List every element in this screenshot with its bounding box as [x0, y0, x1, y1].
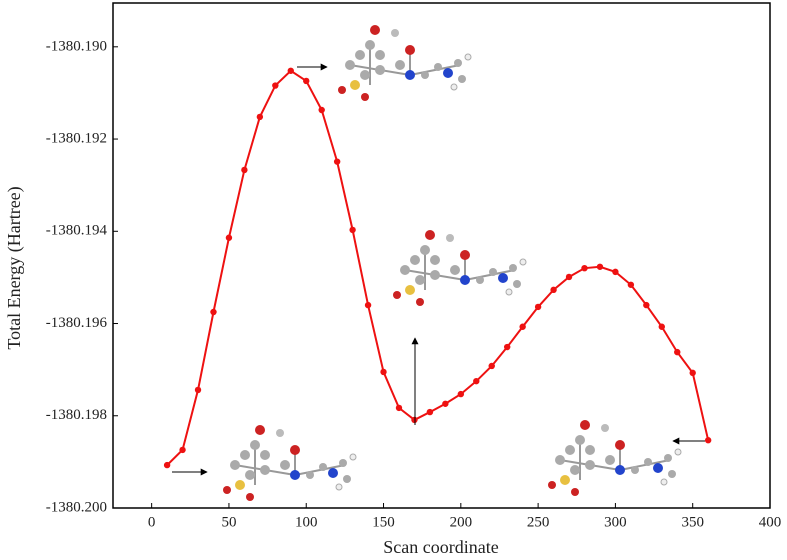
y-tick-label: -1380.192 [46, 130, 107, 146]
point [256, 113, 264, 121]
point [581, 264, 588, 272]
x-tick-label: 350 [681, 514, 704, 530]
point [179, 446, 186, 454]
point [596, 263, 604, 270]
molecule [392, 229, 527, 307]
plot-frame [112, 2, 771, 509]
point [411, 416, 418, 424]
x-tick-label: 200 [450, 514, 473, 530]
point [565, 273, 573, 281]
point [426, 408, 434, 416]
point [442, 400, 449, 407]
point [380, 368, 387, 376]
point [473, 377, 480, 385]
point [704, 437, 712, 444]
point [210, 308, 217, 316]
point [333, 158, 341, 165]
y-tick-label: -1380.200 [46, 499, 107, 515]
x-tick-label: 150 [372, 514, 395, 530]
point [612, 268, 619, 276]
y-axis-title: Total Energy (Hartree) [4, 186, 25, 349]
point [550, 286, 557, 294]
point [287, 67, 294, 74]
point [504, 343, 511, 351]
x-tick-label: 0 [148, 514, 156, 530]
point [241, 166, 248, 174]
y-tick-label: -1380.194 [46, 223, 108, 239]
point [318, 106, 325, 114]
point [303, 77, 310, 85]
molecule [547, 419, 682, 497]
x-tick-label: 100 [295, 514, 318, 530]
point [643, 301, 650, 309]
x-tick-label: 50 [221, 514, 236, 530]
point [488, 362, 495, 370]
point [457, 390, 465, 398]
x-tick-label: 300 [604, 514, 627, 530]
point [194, 386, 202, 394]
point [689, 369, 696, 377]
y-tick-label: -1380.196 [46, 315, 108, 331]
point [349, 226, 356, 234]
x-axis-title: Scan coordinate [383, 537, 498, 557]
point [395, 404, 403, 412]
x-tick-label: 250 [527, 514, 550, 530]
molecule [337, 24, 472, 102]
point [519, 323, 526, 330]
x-tick-label: 400 [759, 514, 782, 530]
y-tick-label: -1380.190 [46, 38, 107, 54]
point [627, 281, 635, 288]
point [272, 82, 279, 89]
line [166, 69, 710, 466]
point [364, 301, 372, 309]
point [163, 461, 171, 469]
plot: 0 50 100 150 200 250 300 350 400 -1380.200 -1380.1… [46, 38, 782, 530]
point [534, 303, 542, 311]
y-tick-label: -1380.198 [46, 407, 107, 423]
molecule [222, 424, 357, 502]
point [225, 234, 233, 241]
point [674, 348, 681, 356]
point [658, 323, 665, 330]
